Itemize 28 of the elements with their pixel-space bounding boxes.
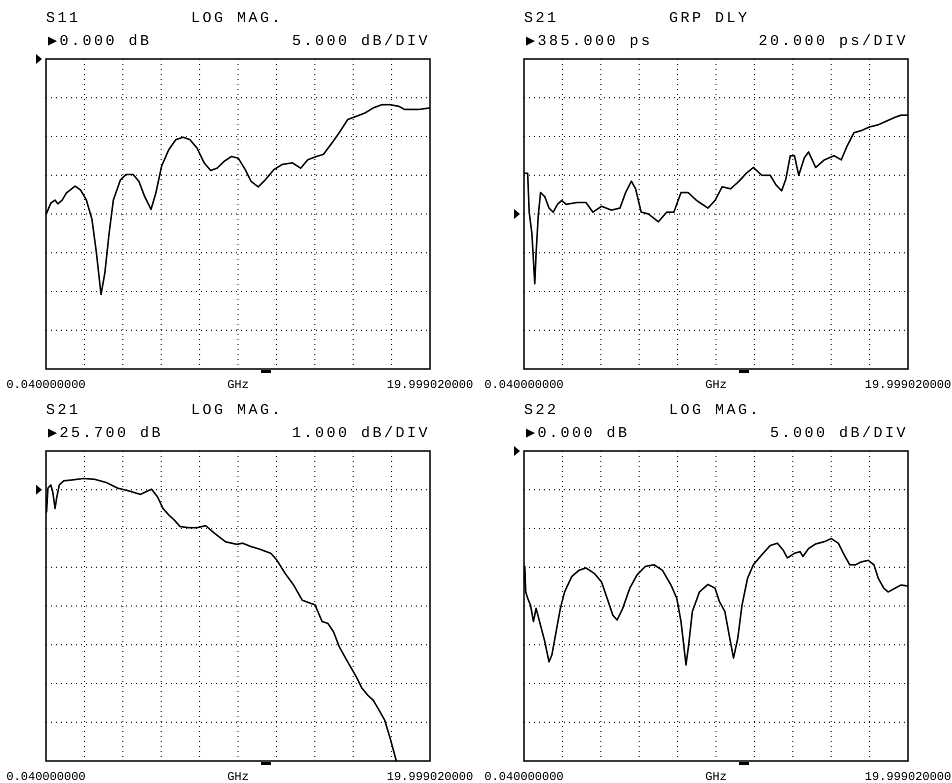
x-tick-label: 0.040000000 (484, 770, 564, 783)
x-tick-label: 0.040000000 (6, 770, 86, 783)
text: 1.000 dB/DIV (292, 425, 430, 442)
x-tick-label: 19.999020000 (386, 770, 474, 783)
x-axis-title: GHz (227, 378, 249, 392)
x-tick-label: 0.040000000 (6, 378, 86, 392)
x-tick-label: 0.040000000 (484, 378, 564, 392)
chart-subtitle: LOG MAG. (669, 402, 762, 419)
x-tick-label: 19.999020000 (386, 378, 474, 392)
text: ▶0.000 dB (526, 425, 630, 442)
x-axis-title: GHz (705, 378, 727, 392)
chart-subtitle: LOG MAG. (191, 402, 284, 419)
text: 20.000 ps/DIV (758, 33, 908, 50)
x-tick-label: 19.999020000 (864, 770, 952, 783)
x-tick-label: 19.999020000 (864, 378, 952, 392)
chart-title: S21 (46, 402, 81, 419)
chart-title: S22 (524, 402, 559, 419)
chart-title: S21 (524, 10, 559, 27)
text: ▶0.000 dB (48, 33, 152, 50)
text: 5.000 dB/DIV (770, 425, 908, 442)
x-axis-title: GHz (227, 770, 249, 783)
text: ▶385.000 ps (526, 33, 653, 50)
text: ▶25.700 dB (48, 425, 164, 442)
x-axis-title: GHz (705, 770, 727, 783)
text: 5.000 dB/DIV (292, 33, 430, 50)
chart-subtitle: GRP DLY (669, 10, 750, 27)
chart-title: S11 (46, 10, 81, 27)
chart-subtitle: LOG MAG. (191, 10, 284, 27)
